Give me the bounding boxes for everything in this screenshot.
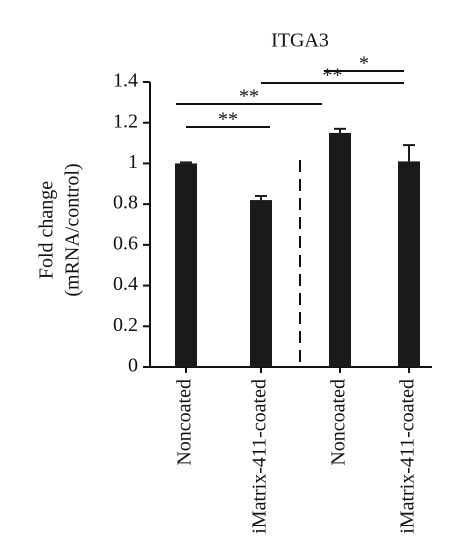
x-tick-label: Noncoated — [174, 379, 196, 466]
chart-title: ITGA3 — [271, 30, 329, 52]
y-tick-label: 0.8 — [113, 192, 138, 214]
y-tick-label: 1.4 — [113, 70, 138, 92]
y-axis-label: Fold change (mRNA/control) — [36, 163, 84, 296]
significance-label: ** — [323, 65, 343, 87]
y-tick-label: 0.6 — [113, 232, 138, 254]
bar — [329, 132, 351, 367]
y-axis-label-line: Fold change — [36, 181, 58, 279]
x-tick-label: iMatrix-411-coated — [249, 379, 271, 534]
y-tick-label: 1.2 — [113, 110, 138, 132]
y-axis-label-line: (mRNA/control) — [62, 163, 84, 296]
x-tick-label: iMatrix-411-coated — [397, 379, 419, 534]
bar — [250, 200, 272, 367]
y-tick-label: 0 — [128, 355, 138, 377]
x-tick-label: Noncoated — [328, 379, 350, 466]
significance-label: * — [359, 53, 369, 75]
significance-label: ** — [239, 86, 259, 108]
bar — [175, 163, 197, 367]
y-tick-label: 1 — [128, 151, 138, 173]
significance-label: ** — [218, 109, 238, 131]
bar — [398, 161, 420, 367]
y-tick-label: 0.2 — [113, 314, 138, 336]
y-tick-label: 0.4 — [113, 273, 138, 295]
